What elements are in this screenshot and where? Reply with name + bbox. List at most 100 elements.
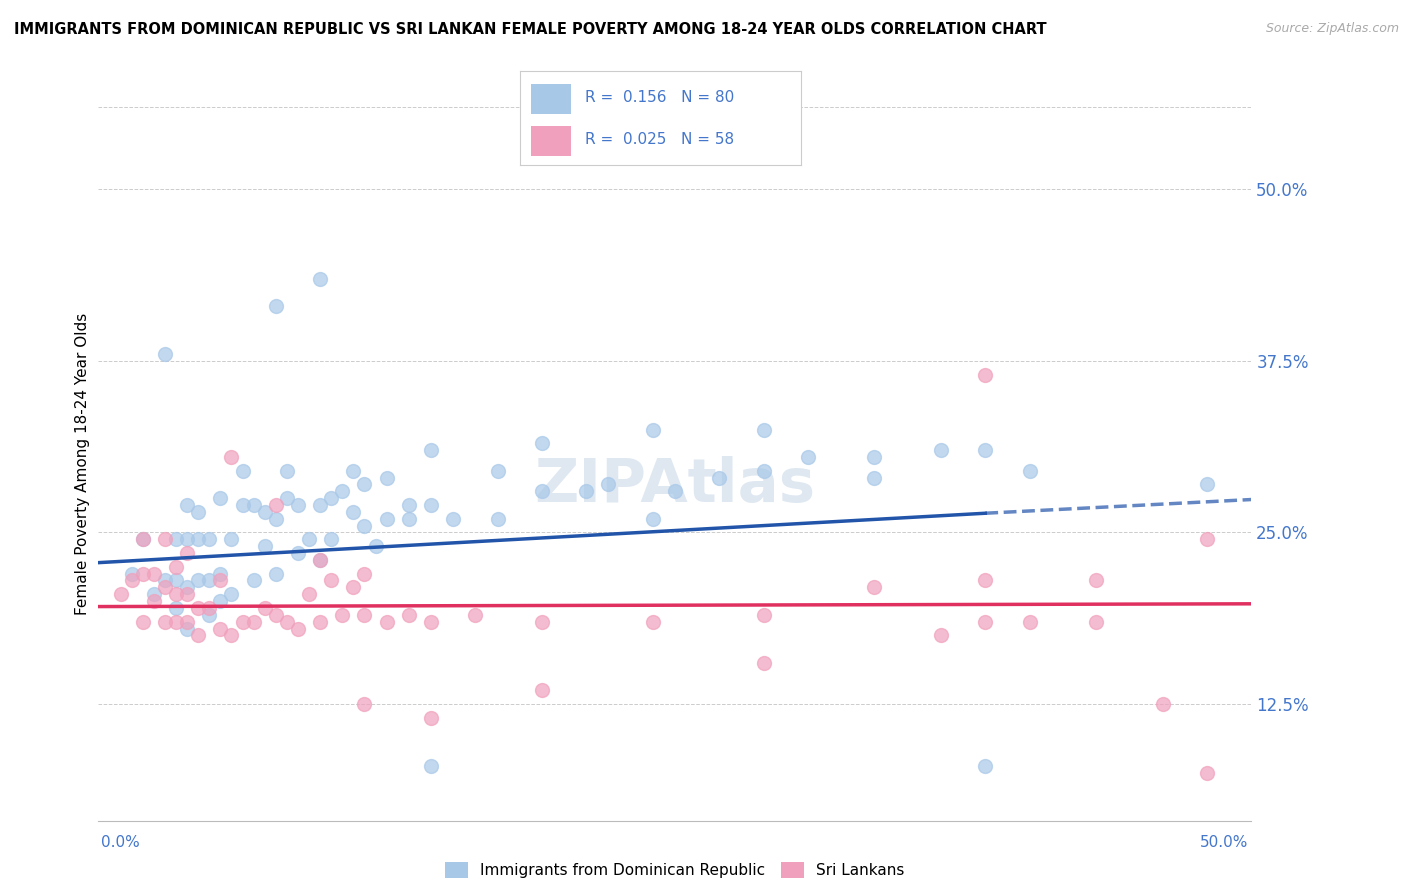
- Point: [353, 518, 375, 533]
- Point: [797, 450, 820, 464]
- Point: [863, 470, 886, 484]
- Point: [598, 477, 620, 491]
- Point: [176, 580, 198, 594]
- Point: [264, 498, 287, 512]
- Point: [486, 464, 509, 478]
- Point: [575, 484, 598, 499]
- Point: [752, 656, 775, 670]
- Point: [342, 505, 364, 519]
- Point: [342, 580, 364, 594]
- Point: [276, 615, 298, 629]
- Point: [242, 574, 264, 588]
- Point: [221, 450, 243, 464]
- Point: [441, 512, 464, 526]
- Point: [420, 443, 443, 458]
- Point: [530, 436, 553, 450]
- Point: [664, 484, 686, 499]
- Point: [330, 484, 353, 499]
- Point: [132, 533, 155, 547]
- Point: [132, 615, 155, 629]
- Point: [187, 533, 209, 547]
- Point: [253, 505, 276, 519]
- Point: [110, 587, 132, 601]
- Legend: Immigrants from Dominican Republic, Sri Lankans: Immigrants from Dominican Republic, Sri …: [439, 856, 911, 884]
- Point: [264, 607, 287, 622]
- Point: [353, 566, 375, 581]
- Point: [974, 758, 997, 772]
- Point: [929, 443, 952, 458]
- Point: [641, 615, 664, 629]
- Text: IMMIGRANTS FROM DOMINICAN REPUBLIC VS SRI LANKAN FEMALE POVERTY AMONG 18-24 YEAR: IMMIGRANTS FROM DOMINICAN REPUBLIC VS SR…: [14, 22, 1046, 37]
- Point: [309, 553, 332, 567]
- Point: [142, 566, 165, 581]
- FancyBboxPatch shape: [531, 126, 571, 156]
- Point: [420, 498, 443, 512]
- Point: [221, 533, 243, 547]
- Point: [1018, 464, 1040, 478]
- Point: [929, 628, 952, 642]
- Point: [231, 615, 254, 629]
- Point: [330, 607, 353, 622]
- Point: [176, 533, 198, 547]
- Point: [309, 553, 332, 567]
- Point: [974, 574, 997, 588]
- Text: R =  0.156   N = 80: R = 0.156 N = 80: [585, 90, 734, 105]
- Point: [287, 622, 309, 636]
- Point: [121, 574, 143, 588]
- Point: [321, 491, 343, 505]
- Point: [321, 574, 343, 588]
- Point: [530, 615, 553, 629]
- Point: [974, 368, 997, 382]
- Point: [187, 628, 209, 642]
- Point: [187, 505, 209, 519]
- Point: [176, 622, 198, 636]
- Point: [165, 587, 187, 601]
- Point: [242, 615, 264, 629]
- Point: [1195, 477, 1218, 491]
- Point: [309, 498, 332, 512]
- Point: [398, 607, 420, 622]
- Point: [974, 615, 997, 629]
- Point: [264, 566, 287, 581]
- Point: [176, 546, 198, 560]
- Point: [1085, 574, 1108, 588]
- Point: [1152, 697, 1174, 711]
- Point: [121, 566, 143, 581]
- Point: [353, 477, 375, 491]
- Point: [209, 594, 232, 608]
- Point: [375, 512, 398, 526]
- Point: [153, 347, 176, 361]
- Point: [641, 423, 664, 437]
- Point: [153, 533, 176, 547]
- Point: [153, 574, 176, 588]
- Point: [198, 533, 221, 547]
- Point: [398, 498, 420, 512]
- Point: [276, 464, 298, 478]
- Point: [1195, 533, 1218, 547]
- Point: [165, 559, 187, 574]
- Point: [242, 498, 264, 512]
- Point: [1018, 615, 1040, 629]
- Point: [287, 498, 309, 512]
- Point: [974, 443, 997, 458]
- Point: [287, 546, 309, 560]
- Point: [1195, 765, 1218, 780]
- Point: [187, 601, 209, 615]
- Point: [420, 758, 443, 772]
- Point: [132, 533, 155, 547]
- Point: [176, 615, 198, 629]
- Point: [165, 533, 187, 547]
- Text: Source: ZipAtlas.com: Source: ZipAtlas.com: [1265, 22, 1399, 36]
- Point: [420, 615, 443, 629]
- Point: [709, 470, 731, 484]
- Point: [353, 607, 375, 622]
- Point: [752, 464, 775, 478]
- Point: [309, 271, 332, 285]
- Point: [530, 484, 553, 499]
- Point: [398, 512, 420, 526]
- Point: [165, 601, 187, 615]
- Point: [221, 587, 243, 601]
- Point: [231, 464, 254, 478]
- Point: [863, 450, 886, 464]
- Point: [153, 615, 176, 629]
